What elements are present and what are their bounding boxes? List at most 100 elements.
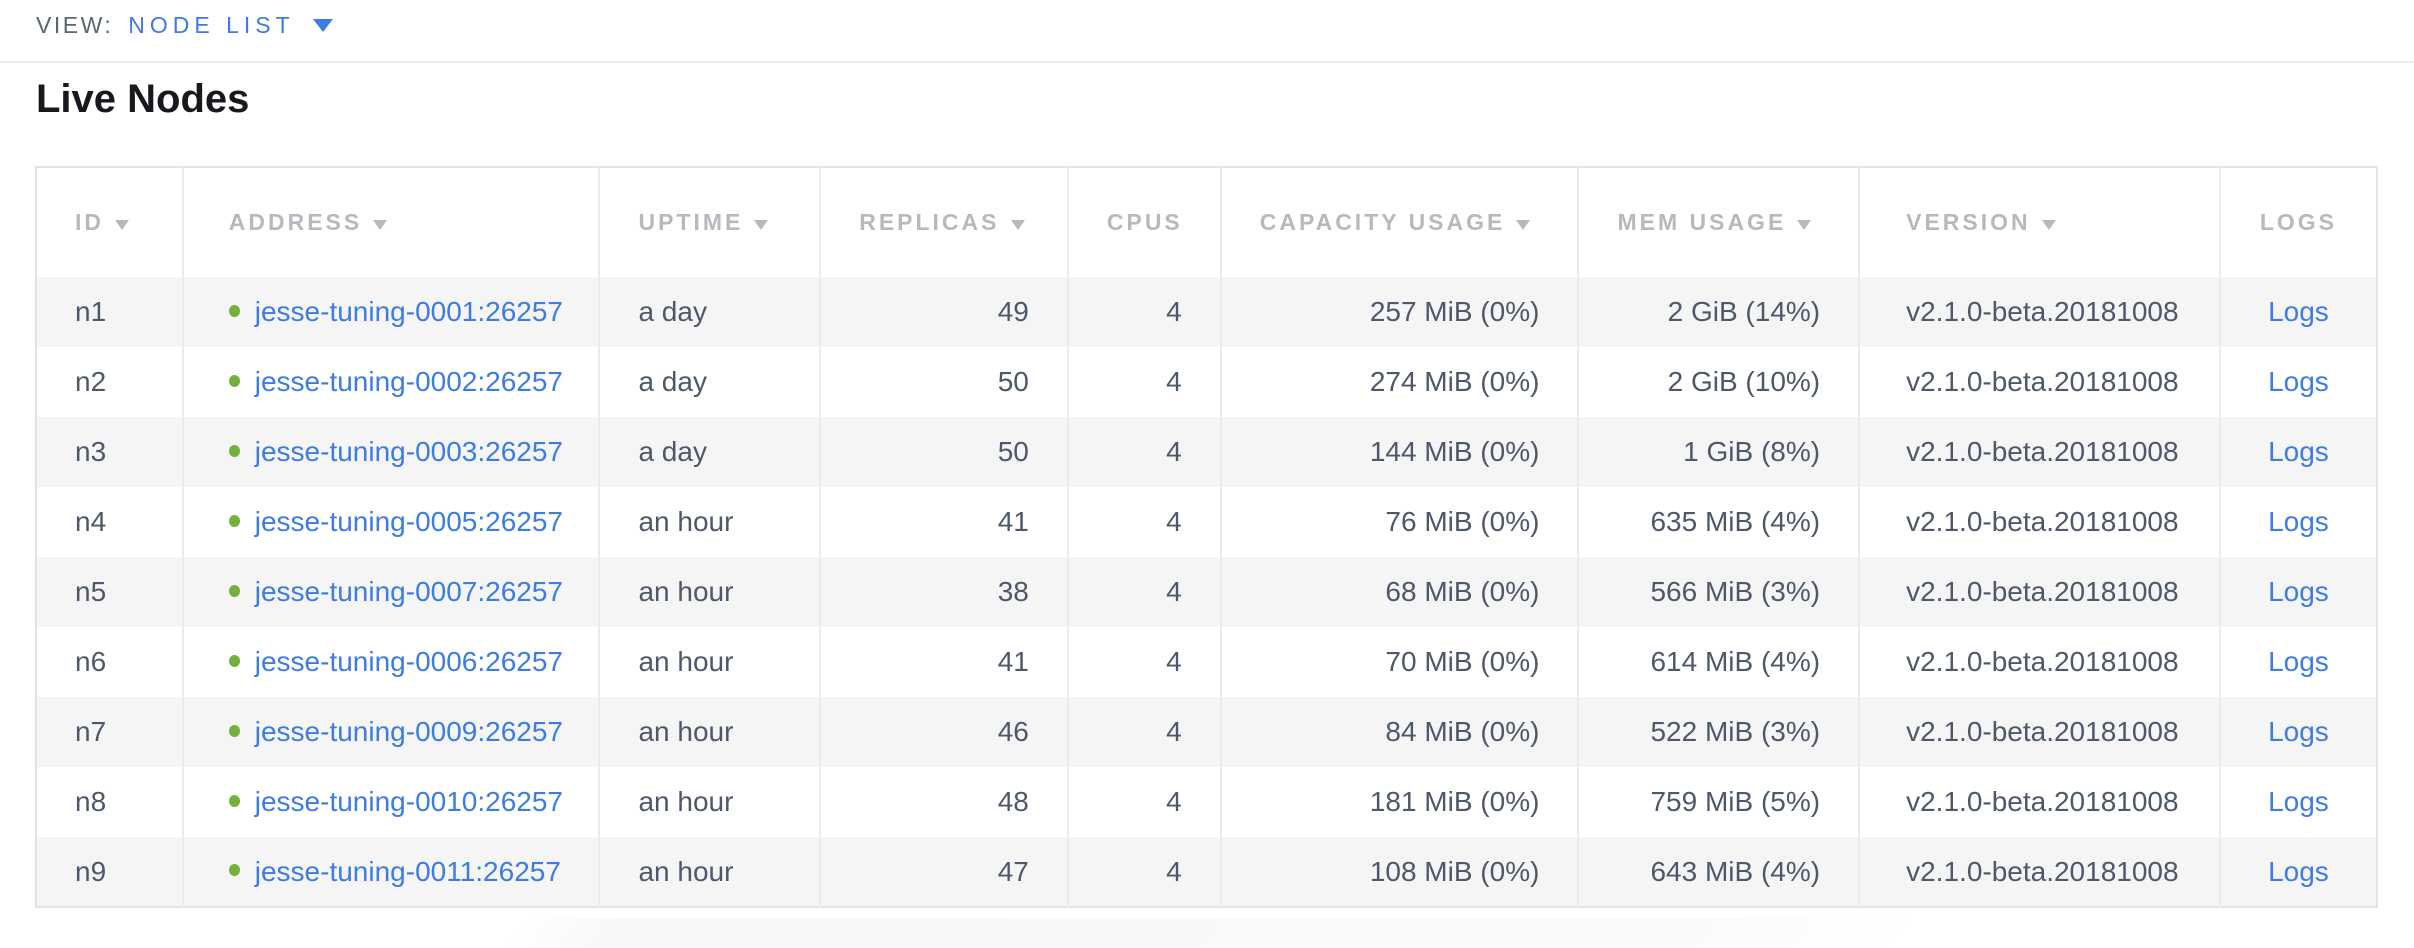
cell-mem: 522 MiB (3%) xyxy=(1578,697,1861,767)
table-row: n7 jesse-tuning-0009:26257 an hour 46 4 84 Mi… xyxy=(36,697,2377,767)
cell-mem: 759 MiB (5%) xyxy=(1578,767,1861,837)
column-header-address[interactable]: ADDRESS xyxy=(182,167,601,277)
cell-uptime: an hour xyxy=(599,697,822,767)
cell-capacity: 68 MiB (0%) xyxy=(1220,557,1580,627)
cell-id: n8 xyxy=(36,767,184,837)
live-nodes-table: ID ADDRESS UPTIME REPLICAS CPUS CAPACITY USAG… xyxy=(35,166,2378,908)
cell-replicas: 49 xyxy=(820,277,1069,347)
node-logs-link[interactable]: Logs xyxy=(2268,366,2329,397)
cell-replicas: 38 xyxy=(820,557,1069,627)
node-logs-link[interactable]: Logs xyxy=(2268,716,2329,747)
cell-id: n2 xyxy=(36,347,184,417)
cell-address: jesse-tuning-0010:26257 xyxy=(182,767,601,837)
node-logs-link[interactable]: Logs xyxy=(2268,296,2329,327)
node-address-link[interactable]: jesse-tuning-0011:26257 xyxy=(254,855,561,887)
cell-logs: Logs xyxy=(2220,697,2377,767)
column-header-cpus: CPUS xyxy=(1067,167,1222,277)
cell-capacity: 181 MiB (0%) xyxy=(1220,767,1580,837)
cell-address: jesse-tuning-0002:26257 xyxy=(182,347,601,417)
cell-logs: Logs xyxy=(2220,557,2377,627)
sort-desc-arrow-icon xyxy=(115,220,129,230)
node-address-link[interactable]: jesse-tuning-0010:26257 xyxy=(254,786,563,817)
node-live-status-icon xyxy=(228,724,240,737)
column-label: CAPACITY USAGE xyxy=(1259,209,1506,235)
cell-id: n4 xyxy=(36,487,184,557)
cell-cpus: 4 xyxy=(1067,487,1222,557)
sort-desc-arrow-icon xyxy=(1010,220,1025,230)
node-live-status-icon xyxy=(228,514,240,527)
table-row: n4 jesse-tuning-0005:26257 an hour 41 4 76 Mi… xyxy=(36,487,2377,557)
cell-address: jesse-tuning-0001:26257 xyxy=(182,277,601,347)
table-row: n6 jesse-tuning-0006:26257 an hour 41 4 70 Mi… xyxy=(36,627,2377,697)
cell-capacity: 274 MiB (0%) xyxy=(1220,347,1580,417)
node-address-link[interactable]: jesse-tuning-0001:26257 xyxy=(254,296,563,327)
node-logs-link[interactable]: Logs xyxy=(2268,646,2329,677)
node-logs-link[interactable]: Logs xyxy=(2268,855,2329,887)
column-label: VERSION xyxy=(1906,209,2031,235)
cell-address: jesse-tuning-0011:26257 xyxy=(182,837,601,907)
node-address-link[interactable]: jesse-tuning-0009:26257 xyxy=(254,716,563,747)
node-live-status-icon xyxy=(228,654,240,667)
cell-version: v2.1.0-beta.20181008 xyxy=(1859,837,2221,907)
cell-mem: 1 GiB (8%) xyxy=(1578,417,1861,487)
cell-address: jesse-tuning-0005:26257 xyxy=(182,487,601,557)
cell-mem: 614 MiB (4%) xyxy=(1578,627,1861,697)
cell-mem: 2 GiB (10%) xyxy=(1578,347,1861,417)
cell-capacity: 144 MiB (0%) xyxy=(1220,417,1580,487)
cell-version: v2.1.0-beta.20181008 xyxy=(1859,767,2221,837)
node-live-status-icon xyxy=(228,584,240,597)
node-logs-link[interactable]: Logs xyxy=(2268,576,2329,607)
cell-replicas: 50 xyxy=(820,417,1069,487)
cell-address: jesse-tuning-0009:26257 xyxy=(182,697,601,767)
cell-id: n1 xyxy=(36,277,184,347)
cell-capacity: 76 MiB (0%) xyxy=(1220,487,1580,557)
column-header-mem[interactable]: MEM USAGE xyxy=(1578,167,1861,277)
sort-desc-arrow-icon xyxy=(2041,220,2056,230)
table-row: n9 jesse-tuning-0011:26257 an hour 47 4 108 M… xyxy=(36,837,2377,907)
cell-logs: Logs xyxy=(2220,767,2377,837)
cell-logs: Logs xyxy=(2220,417,2377,487)
scroll-shadow xyxy=(498,918,1922,948)
column-header-uptime[interactable]: UPTIME xyxy=(599,167,822,277)
cell-replicas: 41 xyxy=(820,487,1069,557)
cell-version: v2.1.0-beta.20181008 xyxy=(1859,347,2221,417)
cell-uptime: a day xyxy=(599,347,822,417)
node-logs-link[interactable]: Logs xyxy=(2268,506,2329,537)
cell-uptime: an hour xyxy=(599,557,822,627)
column-header-capacity[interactable]: CAPACITY USAGE xyxy=(1220,167,1580,277)
live-nodes-table-container: ID ADDRESS UPTIME REPLICAS CPUS CAPACITY USAG… xyxy=(35,166,2378,908)
cell-address: jesse-tuning-0003:26257 xyxy=(182,417,601,487)
sort-desc-arrow-icon xyxy=(1797,220,1812,230)
table-row: n2 jesse-tuning-0002:26257 a day 50 4 274 MiB… xyxy=(36,347,2377,417)
column-header-version[interactable]: VERSION xyxy=(1859,167,2221,277)
view-selector-bar: VIEW: NODE LIST xyxy=(0,0,2414,63)
node-address-link[interactable]: jesse-tuning-0006:26257 xyxy=(254,646,563,677)
cell-uptime: an hour xyxy=(599,767,822,837)
column-header-replicas[interactable]: REPLICAS xyxy=(820,167,1069,277)
node-address-link[interactable]: jesse-tuning-0002:26257 xyxy=(254,366,563,397)
node-logs-link[interactable]: Logs xyxy=(2268,786,2329,817)
node-address-link[interactable]: jesse-tuning-0005:26257 xyxy=(254,506,563,537)
sort-desc-arrow-icon xyxy=(754,220,769,230)
column-header-id[interactable]: ID xyxy=(36,167,184,277)
cell-capacity: 108 MiB (0%) xyxy=(1220,837,1580,907)
cell-capacity: 257 MiB (0%) xyxy=(1220,277,1580,347)
node-live-status-icon xyxy=(228,374,240,387)
cell-id: n3 xyxy=(36,417,184,487)
cell-replicas: 48 xyxy=(820,767,1069,837)
node-address-link[interactable]: jesse-tuning-0003:26257 xyxy=(254,436,563,467)
chevron-down-icon[interactable] xyxy=(312,19,333,32)
cell-version: v2.1.0-beta.20181008 xyxy=(1859,627,2221,697)
node-address-link[interactable]: jesse-tuning-0007:26257 xyxy=(254,576,563,607)
cell-version: v2.1.0-beta.20181008 xyxy=(1859,417,2221,487)
cell-replicas: 50 xyxy=(820,347,1069,417)
view-dropdown[interactable]: NODE LIST xyxy=(128,12,295,38)
column-label: MEM USAGE xyxy=(1617,209,1787,235)
cell-logs: Logs xyxy=(2220,347,2377,417)
cell-id: n5 xyxy=(36,557,184,627)
cell-version: v2.1.0-beta.20181008 xyxy=(1859,557,2221,627)
cell-uptime: an hour xyxy=(599,837,822,907)
cell-cpus: 4 xyxy=(1067,347,1222,417)
node-logs-link[interactable]: Logs xyxy=(2268,436,2329,467)
node-live-status-icon xyxy=(228,864,240,877)
